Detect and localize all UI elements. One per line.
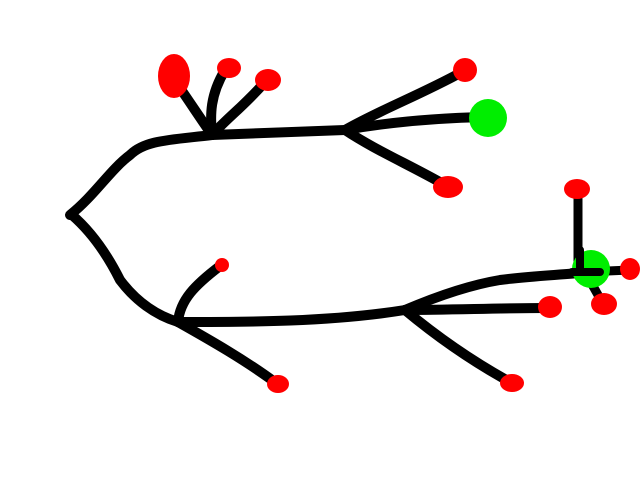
tip-red-marker — [267, 375, 289, 393]
tip-red-marker — [217, 58, 241, 78]
branch-top-right-3 — [340, 125, 450, 190]
branches — [65, 65, 635, 388]
branch-bottom-right-low — [400, 305, 515, 387]
tips — [158, 54, 640, 393]
tip-red-marker — [620, 258, 640, 280]
branch-bottom-right-main — [400, 267, 595, 315]
tip-red-marker — [538, 296, 562, 318]
tip-red-marker — [433, 176, 463, 198]
branch-root-lower — [67, 210, 183, 327]
branch-stub-over-green — [568, 246, 604, 276]
tip-red-marker — [453, 58, 477, 82]
tip-red-marker — [215, 258, 229, 272]
branch-top-main — [207, 125, 350, 140]
tip-red-marker — [255, 69, 281, 91]
tip-green-marker — [469, 99, 507, 137]
branch-bottom-left-down — [173, 317, 281, 388]
branch-bottom-left-up — [173, 261, 225, 327]
tip-red-marker — [591, 293, 617, 315]
overlay-stubs — [568, 246, 604, 276]
branch-root-upper — [65, 130, 217, 220]
tip-red-marker — [564, 179, 590, 199]
branch-bottom-right-mid — [400, 303, 553, 315]
branch-bottom-main — [173, 305, 410, 327]
tip-red-marker — [158, 54, 190, 98]
tip-red-marker — [500, 374, 524, 392]
